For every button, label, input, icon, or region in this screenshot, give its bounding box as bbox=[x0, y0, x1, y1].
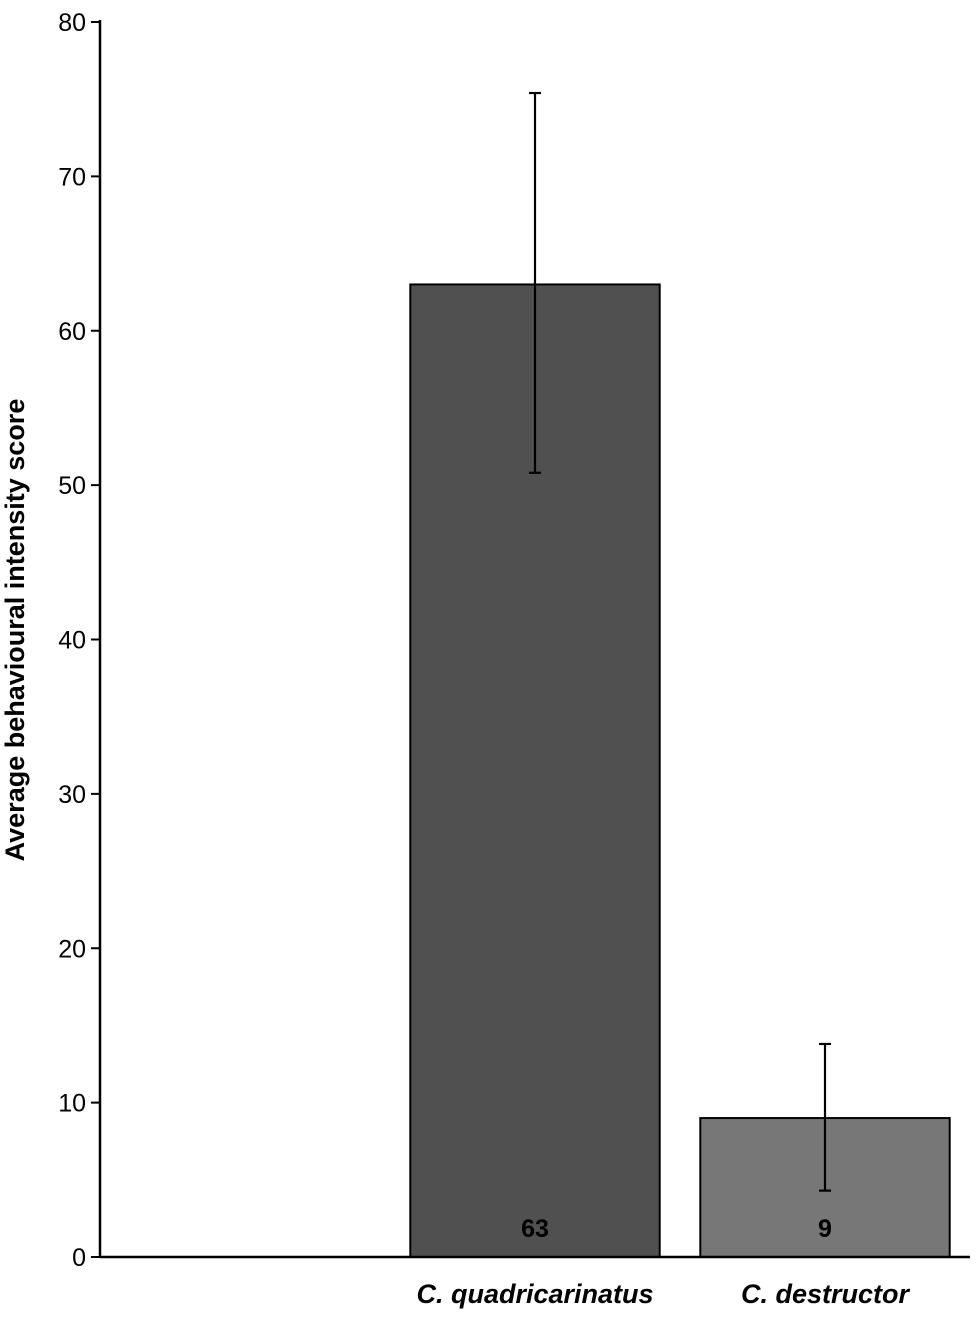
category-label: C. quadricarinatus bbox=[416, 1279, 653, 1309]
category-labels: C. quadricarinatus C. destructor bbox=[416, 1279, 910, 1309]
bars bbox=[409, 283, 951, 1258]
data-label: 63 bbox=[521, 1215, 549, 1243]
data-label: 9 bbox=[818, 1215, 832, 1243]
y-tick-label: 40 bbox=[58, 627, 86, 655]
y-tick-label: 50 bbox=[58, 472, 86, 500]
y-tick-label: 70 bbox=[58, 163, 86, 191]
y-tick-label: 10 bbox=[58, 1090, 86, 1118]
y-tick-label: 20 bbox=[58, 935, 86, 963]
y-tick-label: 60 bbox=[58, 318, 86, 346]
y-tick-label: 30 bbox=[58, 781, 86, 809]
y-axis-ticks: 0 10 20 30 40 50 60 70 80 bbox=[58, 9, 100, 1272]
y-tick-label: 0 bbox=[72, 1244, 86, 1272]
y-axis-title: Average behavioural intensity score bbox=[0, 399, 30, 862]
error-bars bbox=[529, 91, 831, 1192]
y-tick-label: 80 bbox=[58, 9, 86, 37]
category-label: C. destructor bbox=[741, 1279, 911, 1309]
data-labels: 63 9 bbox=[521, 1215, 832, 1243]
